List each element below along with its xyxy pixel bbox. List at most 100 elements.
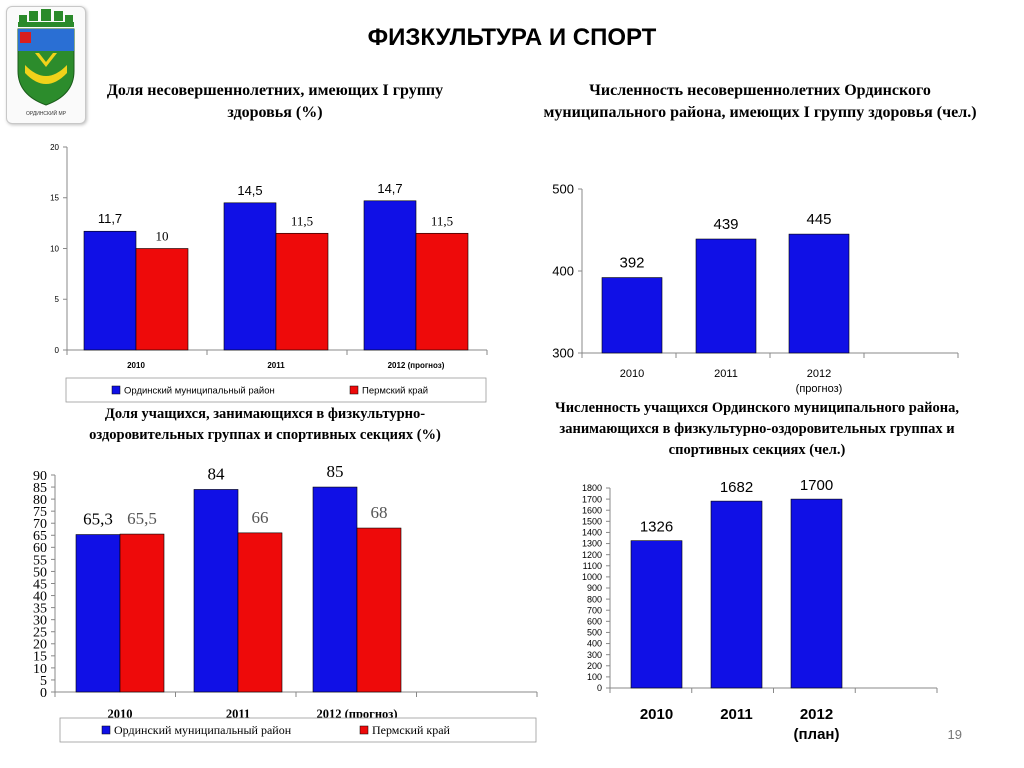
chart4-bar — [790, 498, 843, 689]
chart4-y-tick-label: 1400 — [582, 528, 602, 538]
chart3-y-tick-label: 60 — [33, 541, 47, 556]
chart3-y-tick-label: 80 — [33, 493, 47, 508]
chart1-data-label: 11,5 — [431, 213, 453, 228]
chart4-y-tick-label: 100 — [587, 672, 602, 682]
chart3-y-tick-label: 30 — [33, 614, 47, 629]
slide-number: 19 — [947, 727, 962, 742]
chart1-x-tick-label: 2010 — [127, 361, 145, 370]
chart3-y-tick-label: 65 — [33, 529, 47, 544]
chart3-bar — [75, 534, 121, 693]
chart3-x-tick-label: 2012 (прогноз) — [316, 707, 397, 721]
chart4-y-tick-label: 400 — [587, 639, 602, 649]
chart3-legend-swatch — [359, 725, 369, 735]
chart3-data-label: 68 — [371, 503, 388, 522]
chart4-y-tick-label: 0 — [597, 683, 602, 693]
chart3-y-tick-label: 55 — [33, 553, 47, 568]
chart4-y-tick-label: 1700 — [582, 494, 602, 504]
chart4-data-label: 1682 — [720, 479, 753, 496]
chart1-y-tick-label: 5 — [55, 295, 60, 304]
chart4-y-tick-label: 800 — [587, 594, 602, 604]
chart1-data-label: 14,7 — [377, 181, 402, 196]
chart1-bar — [83, 230, 137, 351]
chart3-y-tick-label: 50 — [33, 565, 47, 580]
chart1-data-label: 11,7 — [98, 211, 122, 226]
chart4-x-tick-label: 2010 — [640, 706, 673, 723]
chart2-y-tick-label: 400 — [552, 264, 574, 279]
chart4-y-tick-label: 700 — [587, 605, 602, 615]
chart2-data-label: 392 — [619, 255, 644, 272]
chart3-y-tick-label: 10 — [33, 662, 47, 677]
chart4-bar — [630, 540, 683, 689]
chart3-y-tick-label: 15 — [33, 650, 47, 665]
chart4-x-tick-label: (план) — [794, 726, 840, 743]
chart3-y-tick-label: 25 — [33, 626, 47, 641]
chart1-y-tick-label: 0 — [55, 346, 60, 355]
chart4-y-tick-label: 200 — [587, 661, 602, 671]
chart1-legend-swatch — [111, 385, 121, 395]
chart3-bar — [356, 527, 402, 693]
coat-of-arms-logo: ОРДИНСКИЙ МР — [6, 6, 86, 124]
chart4-y-tick-label: 900 — [587, 583, 602, 593]
chart4-x-tick-label: 2011 — [720, 706, 753, 723]
chart1-bar — [135, 248, 189, 351]
chart3-legend-box — [59, 717, 537, 743]
chart2-y-tick-label: 300 — [552, 346, 574, 361]
chart1-legend-swatch — [349, 385, 359, 395]
chart1-data-label: 10 — [156, 229, 169, 244]
chart4-y-tick-label: 1300 — [582, 539, 602, 549]
chart3-bar — [237, 532, 283, 693]
chart3-y-tick-label: 0 — [40, 686, 47, 701]
chart2-x-tick-label: 2010 — [620, 368, 644, 380]
chart3-y-tick-label: 45 — [33, 577, 47, 592]
chart3-y-tick-label: 90 — [33, 469, 47, 484]
chart1-data-label: 14,5 — [237, 183, 262, 198]
chart3-y-tick-label: 5 — [40, 674, 47, 689]
chart2-data-label: 439 — [713, 216, 738, 233]
chart4-data-label: 1700 — [800, 477, 833, 494]
chart4-y-tick-label: 1500 — [582, 516, 602, 526]
chart1-y-tick-label: 20 — [50, 143, 59, 152]
chart3-y-tick-label: 35 — [33, 602, 47, 617]
chart3-y-tick-label: 70 — [33, 517, 47, 532]
chart1-legend-label: Ординский муниципальный район — [124, 385, 275, 396]
svg-text:ОРДИНСКИЙ МР: ОРДИНСКИЙ МР — [26, 109, 67, 117]
chart4-y-tick-label: 1200 — [582, 550, 602, 560]
chart2-x-tick-label: 2011 — [714, 368, 738, 380]
chart4-x-tick-label: 2012 — [800, 706, 833, 723]
chart4-title: Численность учащихся Ординского муниципа… — [555, 400, 959, 458]
chart3-y-tick-label: 75 — [33, 505, 47, 520]
chart4-bar — [710, 500, 763, 689]
chart3-legend-swatch — [101, 725, 111, 735]
chart2-title: Численность несовершеннолетних Ординског… — [543, 82, 977, 121]
chart2-bar — [601, 277, 663, 354]
chart2-x-tick-label: 2012 — [807, 368, 831, 380]
chart1-data-label: 11,5 — [291, 213, 313, 228]
chart1-y-tick-label: 15 — [50, 194, 59, 203]
chart3-data-label: 65,3 — [83, 510, 113, 529]
chart3-data-label: 85 — [327, 462, 344, 481]
chart2-y-tick-label: 500 — [552, 182, 574, 197]
chart2-bar — [695, 238, 757, 354]
chart1-legend-box — [65, 377, 487, 403]
chart3-data-label: 66 — [252, 508, 269, 527]
chart1-bar — [275, 232, 329, 351]
chart1-x-tick-label: 2012 (прогноз) — [388, 361, 445, 370]
chart3-bar — [312, 486, 358, 693]
chart3-bar — [193, 489, 239, 693]
chart3-legend-label: Ординский муниципальный район — [114, 723, 292, 737]
chart4-y-tick-label: 600 — [587, 616, 602, 626]
chart3-bar — [119, 533, 165, 693]
chart1-x-tick-label: 2011 — [267, 361, 285, 370]
chart3-data-label: 65,5 — [127, 509, 157, 528]
chart4-y-tick-label: 1800 — [582, 483, 602, 493]
chart4-y-tick-label: 1100 — [583, 561, 602, 571]
chart1-bar — [223, 202, 277, 351]
page-title: ФИЗКУЛЬТУРА И СПОРТ — [367, 24, 657, 51]
chart3-y-tick-label: 85 — [33, 481, 47, 496]
chart1-bar — [415, 232, 469, 351]
chart3-legend-label: Пермский край — [372, 723, 451, 737]
chart4-y-tick-label: 500 — [587, 628, 602, 638]
chart2-data-label: 445 — [806, 211, 831, 228]
chart3-title: Доля учащихся, занимающихся в физкультур… — [89, 406, 441, 443]
